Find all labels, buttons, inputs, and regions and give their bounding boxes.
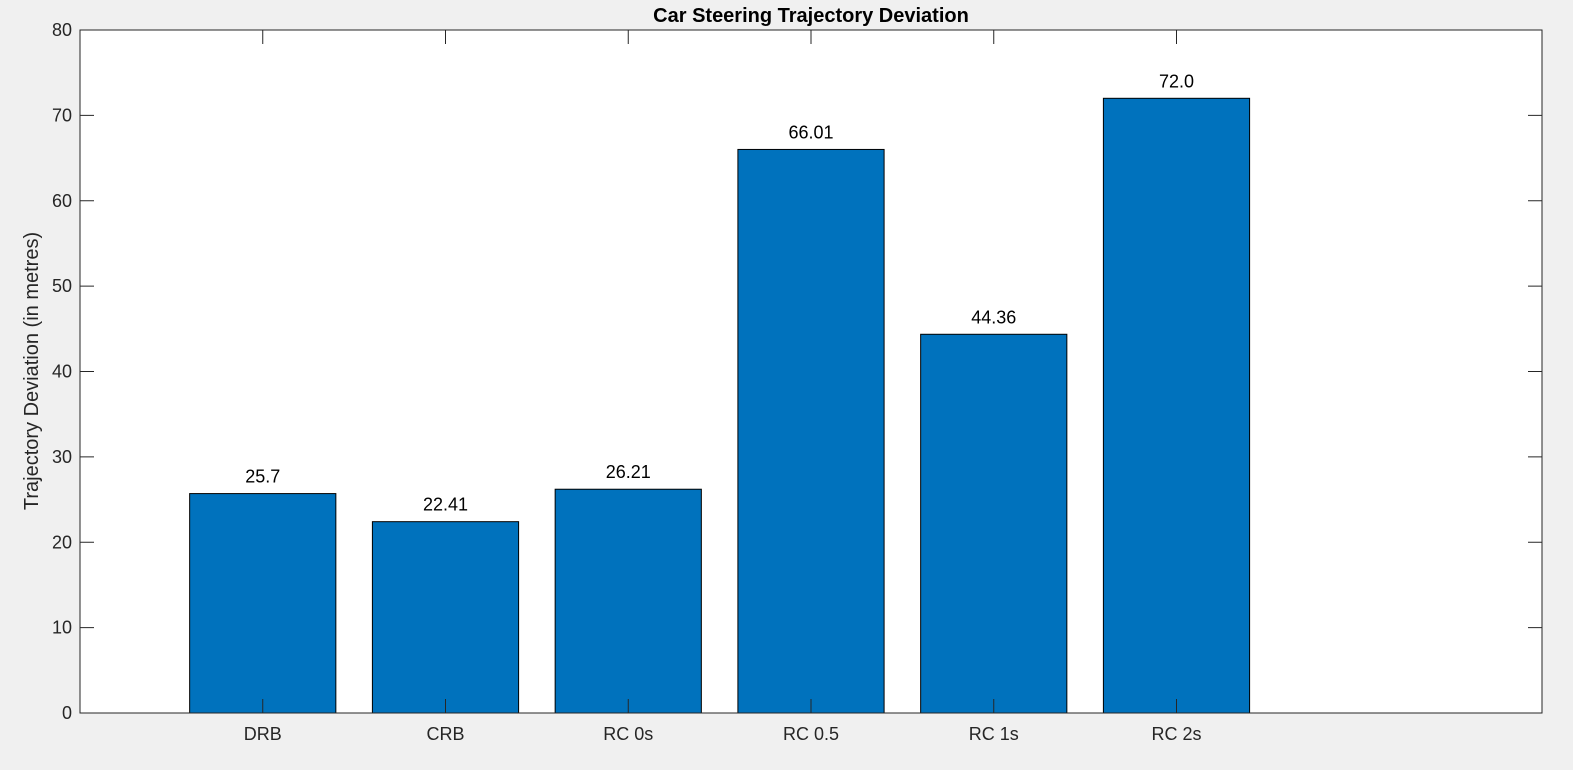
bar <box>189 493 337 714</box>
data-label: 22.41 <box>423 495 468 515</box>
data-label: 25.7 <box>245 467 280 487</box>
x-tick-label: RC 0.5 <box>783 724 839 744</box>
y-axis-label: Trajectory Deviation (in metres) <box>21 232 43 510</box>
data-label: 44.36 <box>971 307 1016 327</box>
y-tick-label: 20 <box>52 532 72 552</box>
y-tick-label: 0 <box>62 703 72 723</box>
x-tick-label: RC 1s <box>969 724 1019 744</box>
x-tick-label: RC 0s <box>603 724 653 744</box>
bar <box>371 521 520 714</box>
ticks-group: DRB CRB RC 0s RC 0.5 RC 1s RC 2s 0 10 20 30 40 50 60… <box>52 20 1542 744</box>
y-tick-label: 60 <box>52 191 72 211</box>
y-tick-label: 10 <box>52 618 72 638</box>
x-tick-label: CRB <box>426 724 464 744</box>
bar <box>554 488 702 714</box>
bar <box>920 333 1068 714</box>
chart-title: Car Steering Trajectory Deviation <box>653 5 969 27</box>
y-tick-label: 80 <box>52 20 72 40</box>
x-tick-label: RC 2s <box>1151 724 1201 744</box>
y-tick-label: 70 <box>52 105 72 125</box>
data-label: 26.21 <box>606 462 651 482</box>
bars-group: 25.7 22.41 26.21 66.01 44.36 72.0 <box>189 71 1251 714</box>
data-label: 72.0 <box>1159 71 1194 91</box>
axes-box <box>79 29 1543 714</box>
y-tick-label: 50 <box>52 276 72 296</box>
x-tick-label: DRB <box>244 724 282 744</box>
data-label: 66.01 <box>788 122 833 142</box>
bar <box>1102 97 1251 714</box>
y-tick-label: 40 <box>52 362 72 382</box>
bar <box>737 148 885 714</box>
y-tick-label: 30 <box>52 447 72 467</box>
